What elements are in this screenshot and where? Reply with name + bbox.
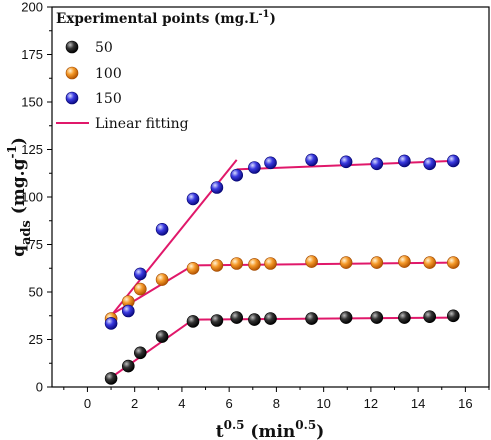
point-50-11 (370, 311, 384, 324)
x-tick-label: 12 (364, 396, 378, 411)
fit-line-0 (110, 316, 454, 379)
legend-title: Experimental points (mg.L-1) (56, 9, 276, 27)
fit-lines (110, 159, 454, 379)
point-50-1 (122, 359, 135, 373)
point-150-12 (398, 154, 411, 168)
legend-label-50: 50 (95, 40, 113, 56)
point-50-6 (230, 311, 243, 324)
x-tick-label: 2 (131, 396, 138, 411)
point-100-5 (210, 259, 224, 272)
y-tick-label: 125 (21, 142, 43, 157)
point-150-4 (186, 192, 200, 206)
point-150-8 (264, 156, 277, 170)
point-100-13 (423, 256, 437, 269)
x-tick-label: 4 (178, 396, 185, 411)
x-tick-label: 6 (226, 396, 233, 411)
point-100-8 (264, 257, 277, 270)
y-tick-label: 50 (29, 285, 43, 300)
point-150-2 (134, 267, 147, 281)
x-axis-ticks: 0 2 4 6 8 10 12 14 16 (63, 387, 490, 411)
point-150-1 (122, 304, 135, 318)
point-50-10 (339, 311, 353, 324)
y-tick-label: 175 (21, 47, 43, 62)
x-tick-label: 8 (273, 396, 280, 411)
legend-label-150: 150 (95, 91, 122, 107)
legend-marker-50 (65, 40, 79, 54)
y-tick-label: 25 (29, 332, 43, 347)
fit-line-1 (110, 261, 454, 316)
point-100-2 (134, 282, 147, 296)
y-axis-title: qads (mg.g-1) (5, 137, 34, 257)
y-tick-label: 100 (21, 190, 43, 205)
x-tick-label: 10 (316, 396, 330, 411)
plot-frame (51, 6, 490, 388)
point-50-14 (446, 309, 460, 323)
point-50-0 (104, 372, 118, 385)
point-50-9 (305, 312, 318, 325)
point-50-8 (264, 312, 277, 325)
legend: Experimental points (mg.L-1) 50 100 150 … (56, 9, 276, 132)
point-50-12 (398, 311, 411, 324)
y-tick-label: 150 (21, 95, 43, 110)
x-tick-label: 14 (411, 396, 425, 411)
y-tick-label: 200 (21, 0, 43, 15)
point-150-13 (423, 157, 437, 171)
y-axis-ticks: 0 25 50 75 100 125 150 175 200 (21, 0, 52, 395)
point-50-13 (423, 310, 437, 324)
point-50-5 (210, 314, 224, 327)
point-150-5 (210, 181, 224, 194)
x-tick-label: 16 (458, 396, 472, 411)
point-100-10 (339, 256, 353, 269)
legend-marker-100 (65, 66, 79, 80)
y-tick-label: 0 (36, 380, 43, 395)
data-points (104, 153, 460, 385)
point-50-3 (155, 330, 169, 343)
legend-label-100: 100 (95, 66, 122, 82)
point-150-7 (248, 161, 261, 174)
x-axis-title: t0.5 (min0.5) (216, 418, 324, 440)
point-50-2 (134, 346, 147, 360)
point-150-14 (446, 154, 460, 168)
legend-marker-150 (65, 91, 79, 105)
point-100-14 (446, 256, 460, 269)
point-100-4 (186, 261, 200, 275)
point-100-12 (398, 255, 411, 268)
point-150-11 (370, 157, 384, 171)
y-tick-label: 75 (29, 237, 43, 252)
point-100-11 (370, 256, 384, 269)
legend-label-linear-fitting: Linear fitting (95, 116, 189, 132)
point-100-3 (155, 273, 169, 286)
point-50-7 (248, 313, 261, 326)
point-150-9 (305, 153, 318, 167)
point-150-0 (104, 317, 118, 330)
point-100-9 (305, 255, 318, 268)
point-50-4 (186, 315, 200, 328)
point-150-3 (155, 223, 169, 236)
point-100-6 (230, 257, 243, 270)
point-100-7 (248, 258, 261, 271)
x-tick-label: 0 (84, 396, 91, 411)
point-150-10 (339, 155, 353, 169)
point-150-6 (230, 168, 243, 182)
